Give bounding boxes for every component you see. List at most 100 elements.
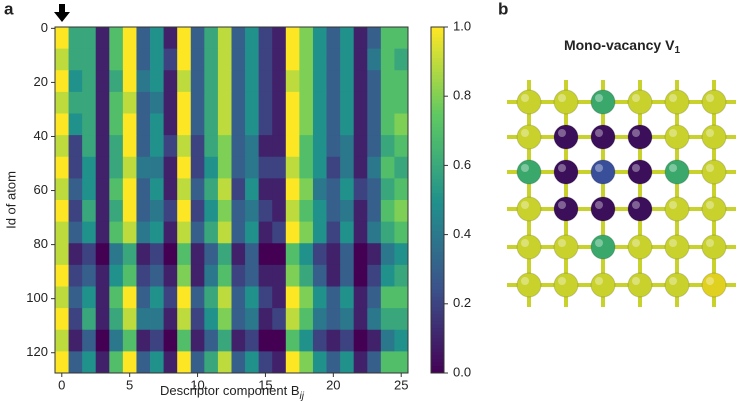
colorbar-segment: [431, 30, 444, 35]
heatmap-cell: [394, 91, 409, 114]
x-tick-label: 10: [190, 377, 204, 392]
heatmap-cell: [150, 178, 165, 201]
heatmap-cell: [150, 264, 165, 287]
colorbar-segment: [431, 200, 444, 204]
colorbar-segment: [431, 213, 444, 218]
heatmap-cell: [163, 48, 178, 71]
colorbar-segment: [431, 352, 444, 357]
heatmap-cell: [340, 113, 355, 136]
heatmap-cell: [163, 308, 178, 331]
heatmap-cell: [326, 113, 341, 136]
heatmap-cell: [150, 113, 165, 136]
heatmap-cell: [122, 308, 137, 331]
heatmap-cell: [353, 113, 368, 136]
heatmap-cell: [299, 264, 314, 287]
heatmap-cell: [190, 286, 205, 309]
colorbar-segment: [431, 99, 444, 104]
heatmap-cell: [68, 200, 83, 223]
colorbar-segment: [431, 78, 444, 83]
heatmap-cell: [163, 286, 178, 309]
colorbar-segment: [431, 269, 444, 274]
heatmap-cell: [367, 70, 382, 93]
colorbar-segment: [431, 58, 444, 63]
heatmap-cell: [95, 329, 110, 352]
atom-highlight: [669, 239, 677, 247]
heatmap-cell: [55, 178, 69, 201]
heatmap-cell: [109, 91, 124, 114]
heatmap-cell: [258, 221, 273, 244]
heatmap-cell: [353, 308, 368, 331]
x-tick-label: 20: [326, 377, 340, 392]
colorbar-segment: [431, 141, 444, 146]
heatmap-cell: [272, 48, 287, 71]
heatmap-cell: [163, 156, 178, 179]
heatmap-cell: [380, 308, 395, 331]
heatmap-cell: [299, 135, 314, 158]
heatmap-cell: [326, 351, 341, 374]
heatmap-cell: [353, 91, 368, 114]
heatmap-cell: [55, 27, 69, 50]
x-tick-label: 0: [58, 377, 65, 392]
heatmap-cell: [217, 70, 232, 93]
colorbar-segment: [431, 217, 444, 222]
colorbar-segment: [431, 279, 444, 284]
heatmap-cell: [204, 200, 219, 223]
heatmap-cell: [353, 221, 368, 244]
atom: [590, 159, 616, 185]
colorbar-segment: [431, 68, 444, 73]
heatmap-cell: [326, 308, 341, 331]
heatmap-cell: [340, 286, 355, 309]
heatmap-cell: [177, 243, 192, 266]
heatmap-cell: [82, 329, 97, 352]
heatmap-cell: [312, 243, 327, 266]
heatmap-cell: [258, 264, 273, 287]
heatmap-cell: [136, 91, 151, 114]
heatmap-cell: [231, 156, 246, 179]
x-axis-label: Descriptor component Bij: [160, 383, 305, 401]
atom-highlight: [521, 239, 529, 247]
heatmap-cell: [163, 264, 178, 287]
colorbar-segment: [431, 272, 444, 277]
heatmap-cell: [68, 156, 83, 179]
colorbar-segment: [431, 116, 444, 121]
heatmap-cell: [122, 113, 137, 136]
atom: [590, 89, 616, 115]
heatmap-cell: [122, 221, 137, 244]
heatmap-cell: [367, 308, 382, 331]
heatmap-cell: [380, 91, 395, 114]
heatmap-cell: [136, 200, 151, 223]
heatmap-cell: [217, 286, 232, 309]
heatmap-cell: [380, 286, 395, 309]
heatmap-cell: [163, 70, 178, 93]
heatmap-cell: [245, 200, 260, 223]
heatmap-cell: [95, 48, 110, 71]
heatmap-cell: [353, 156, 368, 179]
colorbar-segment: [431, 203, 444, 208]
heatmap-cell: [231, 48, 246, 71]
heatmap-cell: [109, 264, 124, 287]
heatmap-cell: [312, 135, 327, 158]
atom-highlight: [669, 94, 677, 102]
heatmap-cell: [204, 113, 219, 136]
heatmap-cell: [204, 135, 219, 158]
diagram-title: Mono-vacancy V1: [564, 37, 680, 56]
heatmap-cell: [136, 70, 151, 93]
colorbar-segment: [431, 27, 444, 31]
heatmap-cell: [231, 70, 246, 93]
heatmap-cell: [217, 264, 232, 287]
colorbar-segment: [431, 210, 444, 215]
heatmap-cell: [109, 221, 124, 244]
colorbar-segment: [431, 244, 444, 249]
colorbar-tick-label: 0.6: [453, 157, 471, 172]
heatmap-cell: [204, 351, 219, 374]
heatmap-cell: [394, 286, 409, 309]
atom-highlight: [632, 164, 640, 172]
colorbar-segment: [431, 328, 444, 332]
colorbar-segment: [431, 47, 444, 52]
colorbar-segment: [431, 265, 444, 270]
heatmap-cell: [68, 113, 83, 136]
atom: [516, 272, 542, 298]
heatmap-cell: [95, 264, 110, 287]
heatmap-cell: [217, 351, 232, 374]
heatmap-cell: [394, 243, 409, 266]
